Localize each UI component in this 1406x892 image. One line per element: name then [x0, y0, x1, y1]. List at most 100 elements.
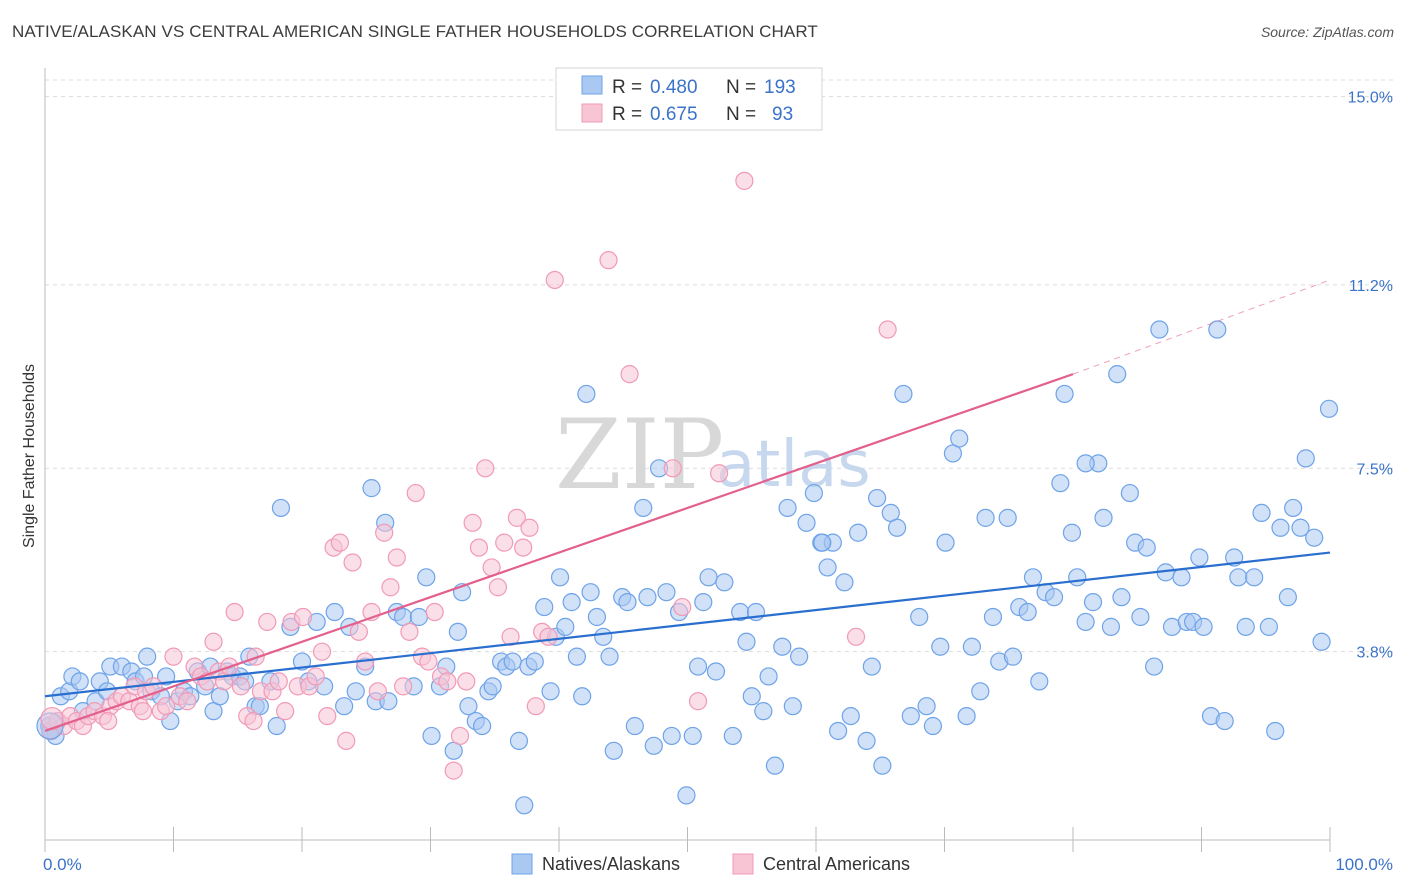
point-central	[545, 270, 564, 290]
point-central	[457, 672, 476, 691]
point-natives	[1278, 588, 1297, 607]
watermark-zip: ZIP	[555, 399, 724, 511]
point-natives	[1215, 711, 1234, 731]
point-natives	[1266, 721, 1285, 741]
legend-swatch-natives	[511, 853, 533, 875]
watermark: ZIP atlas	[555, 399, 871, 511]
point-natives	[587, 607, 607, 627]
point-natives	[556, 617, 575, 636]
point-natives	[759, 667, 778, 686]
stat-r-natives: 0.480	[650, 77, 698, 98]
legend-label-central: Central Americans	[763, 854, 910, 874]
point-natives	[873, 756, 892, 775]
point-central	[318, 707, 337, 726]
stat-r-label-natives: R =	[612, 77, 642, 98]
point-central	[620, 365, 639, 384]
point-natives	[292, 652, 312, 671]
point-natives	[976, 508, 995, 527]
point-natives	[835, 573, 854, 592]
point-central	[444, 761, 463, 780]
point-central	[673, 597, 692, 617]
stats-swatch-natives	[581, 75, 603, 95]
point-natives	[998, 508, 1017, 527]
y-tick-labels: 3.8% 7.5% 11.2% 15.0%	[1348, 90, 1393, 662]
point-central	[343, 553, 362, 572]
point-natives	[335, 697, 354, 716]
point-natives	[562, 593, 581, 612]
point-natives	[1023, 568, 1043, 587]
point-natives	[862, 657, 881, 676]
trend-line-central	[44, 373, 1074, 733]
point-natives	[662, 726, 681, 746]
point-central	[425, 602, 444, 622]
point-central	[878, 320, 897, 339]
point-natives	[1194, 617, 1213, 636]
point-natives	[550, 568, 570, 587]
point-natives	[634, 498, 653, 518]
point-natives	[346, 682, 365, 701]
point-natives	[1068, 568, 1087, 587]
point-central	[246, 647, 265, 666]
point-natives	[790, 647, 809, 666]
point-central	[293, 607, 313, 627]
point-central	[244, 711, 263, 731]
point-natives	[657, 583, 676, 602]
point-central	[306, 667, 325, 686]
point-natives	[638, 588, 657, 607]
point-central	[526, 697, 545, 716]
legend-swatch-central	[732, 853, 754, 875]
point-central	[488, 578, 508, 597]
point-natives	[688, 657, 708, 676]
point-natives	[1018, 602, 1037, 622]
y-tick-label: 7.5%	[1357, 461, 1393, 478]
point-natives	[1051, 474, 1070, 493]
point-natives	[473, 716, 492, 736]
point-natives	[644, 736, 663, 755]
point-natives	[594, 627, 613, 646]
point-natives	[962, 637, 981, 656]
point-central	[375, 523, 394, 542]
stat-n-central: 93	[772, 104, 793, 125]
point-natives	[783, 697, 802, 716]
point-natives	[1284, 498, 1303, 518]
point-central	[312, 642, 332, 661]
source-label: Source: ZipAtlas.com	[1260, 24, 1394, 40]
point-central	[450, 726, 470, 746]
x-tick-labels: 0.0% 100.0%	[43, 855, 1393, 874]
point-natives	[1112, 588, 1131, 607]
trend-line-natives	[44, 551, 1331, 698]
point-natives	[683, 726, 702, 746]
point-natives	[573, 687, 592, 706]
point-natives	[1044, 588, 1064, 607]
point-natives	[754, 702, 773, 721]
point-natives	[581, 583, 600, 602]
point-natives	[600, 647, 619, 666]
point-natives	[1319, 399, 1339, 418]
point-natives	[267, 716, 286, 736]
point-central	[419, 652, 438, 671]
point-natives	[1305, 528, 1324, 547]
point-central	[368, 682, 387, 701]
gridlines	[45, 79, 1395, 653]
point-natives	[138, 647, 157, 666]
point-central	[204, 632, 223, 651]
y-axis-label: Single Father Households	[21, 364, 38, 548]
point-natives	[567, 647, 587, 666]
point-central	[520, 518, 539, 537]
point-natives	[1150, 320, 1169, 339]
point-natives	[1101, 617, 1121, 636]
point-natives	[417, 568, 436, 587]
point-natives	[362, 479, 381, 498]
point-natives	[950, 429, 969, 448]
point-central	[735, 171, 754, 190]
point-natives	[1120, 483, 1139, 503]
point-natives	[677, 786, 696, 805]
point-natives	[936, 533, 955, 552]
point-natives	[723, 726, 742, 746]
point-natives	[1030, 672, 1049, 691]
point-natives	[448, 622, 467, 641]
point-natives	[1259, 617, 1279, 636]
point-natives	[1062, 523, 1082, 542]
point-central	[514, 538, 533, 557]
